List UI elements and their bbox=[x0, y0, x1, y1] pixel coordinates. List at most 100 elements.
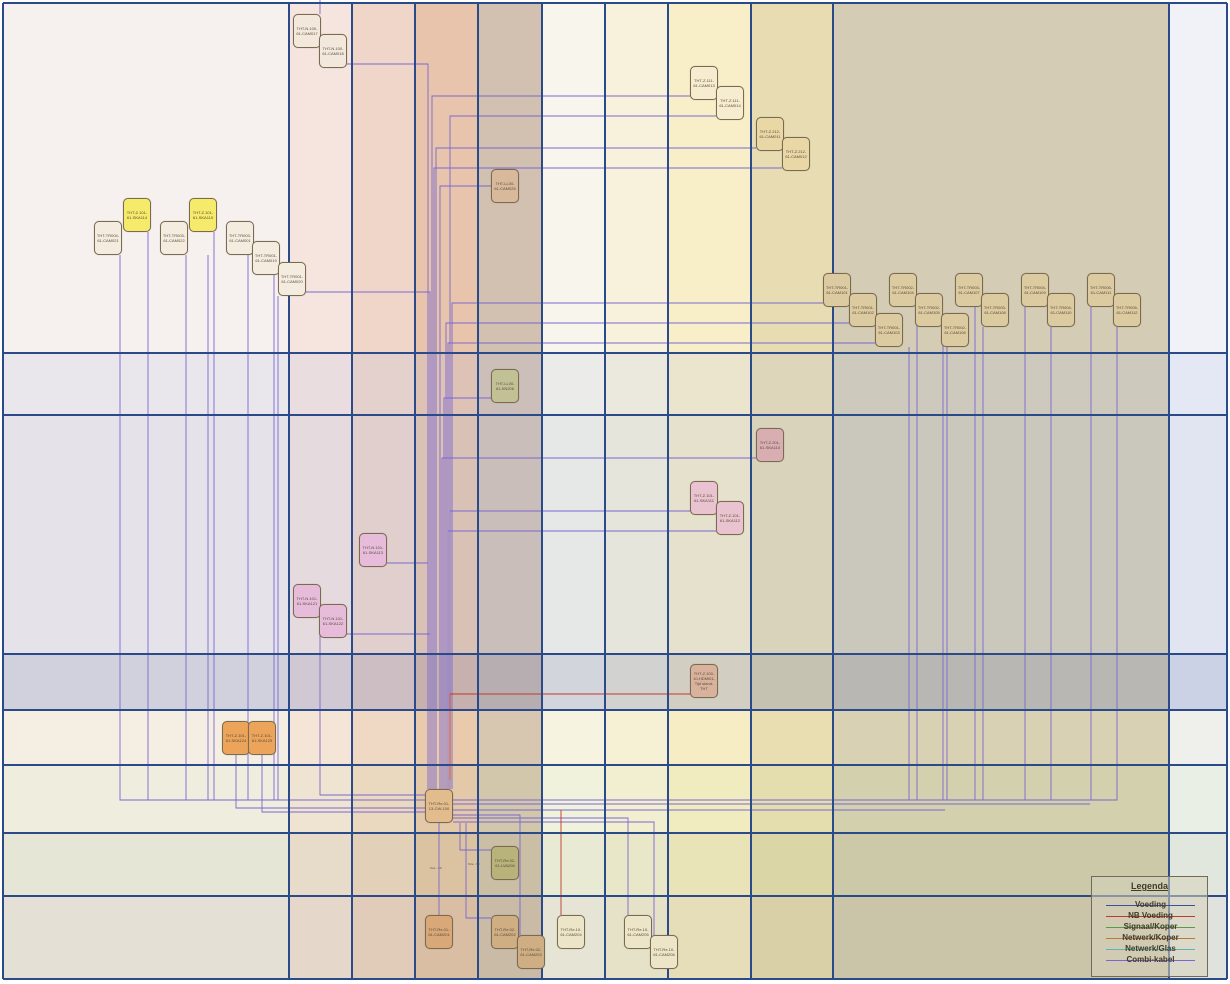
legend-item-voeding: Voeding bbox=[1098, 900, 1203, 910]
device-cam017[interactable]: THT-N.100-61-CAM017 bbox=[293, 14, 321, 48]
zone-column bbox=[289, 3, 352, 979]
device-label: THT-TR004-61-CAM110 bbox=[1049, 305, 1073, 315]
cable bbox=[235, 755, 425, 809]
device-ska125[interactable]: THT-Z.101-61-SKA125 bbox=[248, 721, 276, 755]
device-tr-cam102[interactable]: THT-TR001-61-CAM102 bbox=[849, 293, 877, 327]
zone-row bbox=[3, 415, 1227, 654]
device-label: THT-TR002-61-CAM104 bbox=[891, 285, 915, 295]
device-ska122[interactable]: THT-N.101-61-SKA122 bbox=[319, 604, 347, 638]
zone-row bbox=[3, 710, 1227, 765]
device-tr-cam106[interactable]: THT-TR002-61-CAM106 bbox=[941, 313, 969, 347]
device-ska112[interactable]: THT-Z.101-61-SKA112 bbox=[716, 501, 744, 535]
cable bbox=[453, 817, 629, 915]
legend-swatch bbox=[1106, 960, 1195, 961]
device-cam202[interactable]: THT-Re.02-61-CAM202 bbox=[491, 915, 519, 949]
device-ska113[interactable]: THT-N.101-61-SKA113 bbox=[359, 533, 387, 567]
device-ska124[interactable]: THT-Z.101-61-SKA124 bbox=[222, 721, 250, 755]
device-cam201[interactable]: THT-Re.01-61-CAM201 bbox=[425, 915, 453, 949]
device-tr-cam111[interactable]: THT-TR005-61-CAM111 bbox=[1087, 273, 1115, 307]
device-label: THT-TR001-61-CAM020 bbox=[280, 274, 304, 284]
device-label: THT-Re.10-61-CAM205 bbox=[627, 927, 649, 937]
cable bbox=[445, 322, 849, 789]
device-label: THT-Z.212-61-CAM012 bbox=[785, 149, 807, 159]
device-label: THT-Re.10-61-CAM206 bbox=[653, 947, 675, 957]
device-cam021[interactable]: THT-TR004-61-CAM021 bbox=[94, 221, 122, 255]
device-label: THT-TR001-61-CAM102 bbox=[851, 305, 875, 315]
device-cam204[interactable]: THT-Re.10-61-CAM204 bbox=[557, 915, 585, 949]
device-label: THT-TR002-61-CAM106 bbox=[943, 325, 967, 335]
cable bbox=[439, 185, 491, 789]
device-label: THT-Z.101-61-SKA125 bbox=[251, 733, 273, 743]
device-tr-cam107[interactable]: THT-TR003-61-CAM107 bbox=[955, 273, 983, 307]
device-ska115[interactable]: THT-Z.101-61-SKA115 bbox=[189, 198, 217, 232]
device-cam012[interactable]: THT-Z.212-61-CAM012 bbox=[782, 137, 810, 171]
device-lva206[interactable]: THT-Re.02-61-LVA206 bbox=[491, 846, 519, 880]
zone-row bbox=[3, 654, 1227, 710]
device-ska121[interactable]: THT-N.101-61-SKA121 bbox=[293, 584, 321, 618]
cable bbox=[441, 457, 756, 789]
device-cam022[interactable]: THT-TR003-61-CAM022 bbox=[160, 221, 188, 255]
device-cam011[interactable]: THT-Z.212-61-CAM011 bbox=[756, 117, 784, 151]
device-label: THT-LL00-61-KN206 bbox=[495, 381, 515, 391]
device-cam001[interactable]: THT-TR003-61-CAM001 bbox=[226, 221, 254, 255]
device-cam020[interactable]: THT-TR001-61-CAM020 bbox=[278, 262, 306, 296]
device-cam018[interactable]: THT-N.100-61-CAM018 bbox=[319, 34, 347, 68]
legend-item-netwerk-koper: Netwerk/Koper bbox=[1098, 933, 1203, 943]
device-label: THT-Re.01-61-CAM201 bbox=[428, 927, 450, 937]
device-cam019[interactable]: THT-TR001-61-CAM019 bbox=[252, 241, 280, 275]
cable bbox=[447, 530, 716, 789]
device-label: THT-Z.101-61-SKA115 bbox=[192, 210, 214, 220]
device-label: THT-Re.02-61-LVA206 bbox=[494, 858, 516, 868]
device-cam014[interactable]: THT-Z.111-61-CAM014 bbox=[716, 86, 744, 120]
legend-label: Netwerk/Glas bbox=[1125, 944, 1176, 953]
device-cam025[interactable]: THT-LL00-61-CAM025 bbox=[491, 169, 519, 203]
legend-item-signaal-koper: Signaal/Koper bbox=[1098, 922, 1203, 932]
device-hdmi01[interactable]: THT-Z.100-10-HDMI01-Tijd stand-THT bbox=[690, 664, 718, 698]
device-cam205[interactable]: THT-Re.10-61-CAM205 bbox=[624, 915, 652, 949]
cable bbox=[435, 147, 756, 789]
device-label: THT-N.100-61-CAM017 bbox=[296, 26, 318, 36]
legend-swatch bbox=[1106, 916, 1195, 917]
device-label: THT-TR001-61-CAM101 bbox=[825, 285, 849, 295]
device-ska111[interactable]: THT-Z.101-61-SKA111 bbox=[690, 481, 718, 515]
zone-row bbox=[3, 833, 1227, 896]
cable bbox=[449, 693, 690, 780]
device-tr-cam108[interactable]: THT-TR003-61-CAM108 bbox=[981, 293, 1009, 327]
device-label: THT-Z.100-10-HDMI01-Tijd stand-THT bbox=[693, 671, 715, 691]
zone-column bbox=[352, 3, 415, 979]
legend-item-netwerk-glas: Netwerk/Glas bbox=[1098, 944, 1203, 954]
device-cam013[interactable]: THT-Z.111-61-CAM013 bbox=[690, 66, 718, 100]
device-label: THT-Z.111-61-CAM014 bbox=[719, 98, 741, 108]
device-label: THT-Z.101-61-SKA124 bbox=[225, 733, 247, 743]
device-tr-cam109[interactable]: THT-TR004-61-CAM109 bbox=[1021, 273, 1049, 307]
device-label: THT-Re.02-61-CAM203 bbox=[520, 947, 542, 957]
device-tr-cam105[interactable]: THT-TR002-61-CAM105 bbox=[915, 293, 943, 327]
device-tr-cam101[interactable]: THT-TR001-61-CAM101 bbox=[823, 273, 851, 307]
device-label: THT-TR003-61-CAM001 bbox=[228, 233, 252, 243]
legend-item-combi-kabel: Combi-kabel bbox=[1098, 955, 1203, 965]
wire-label-b: Tele - 60 bbox=[468, 862, 480, 866]
device-cam203[interactable]: THT-Re.02-61-CAM203 bbox=[517, 935, 545, 969]
device-cw100[interactable]: THT-Re.01-13-CW-100 bbox=[425, 789, 453, 823]
device-label: THT-Re.02-61-CAM202 bbox=[494, 927, 516, 937]
device-ska114[interactable]: THT-Z.101-61-SKA114 bbox=[123, 198, 151, 232]
device-label: THT-Z.201-61-SKA110 bbox=[759, 440, 781, 450]
device-tr-cam112[interactable]: THT-TR005-61-CAM112 bbox=[1113, 293, 1141, 327]
legend-swatch bbox=[1106, 949, 1195, 950]
legend-swatch bbox=[1106, 905, 1195, 906]
zone-column bbox=[833, 3, 1169, 979]
zone-row bbox=[3, 896, 1227, 979]
cable bbox=[347, 63, 429, 789]
zone-column bbox=[3, 3, 289, 979]
wire-label-a: Tele - 60 bbox=[430, 866, 442, 870]
device-kn206[interactable]: THT-LL00-61-KN206 bbox=[491, 369, 519, 403]
device-tr-cam103[interactable]: THT-TR001-61-CAM103 bbox=[875, 313, 903, 347]
zone-column bbox=[1169, 3, 1227, 979]
device-tr-cam110[interactable]: THT-TR004-61-CAM110 bbox=[1047, 293, 1075, 327]
device-cam206[interactable]: THT-Re.10-61-CAM206 bbox=[650, 935, 678, 969]
device-label: THT-Z.101-61-SKA111 bbox=[693, 493, 715, 503]
device-tr-cam104[interactable]: THT-TR002-61-CAM104 bbox=[889, 273, 917, 307]
device-ska110[interactable]: THT-Z.201-61-SKA110 bbox=[756, 428, 784, 462]
